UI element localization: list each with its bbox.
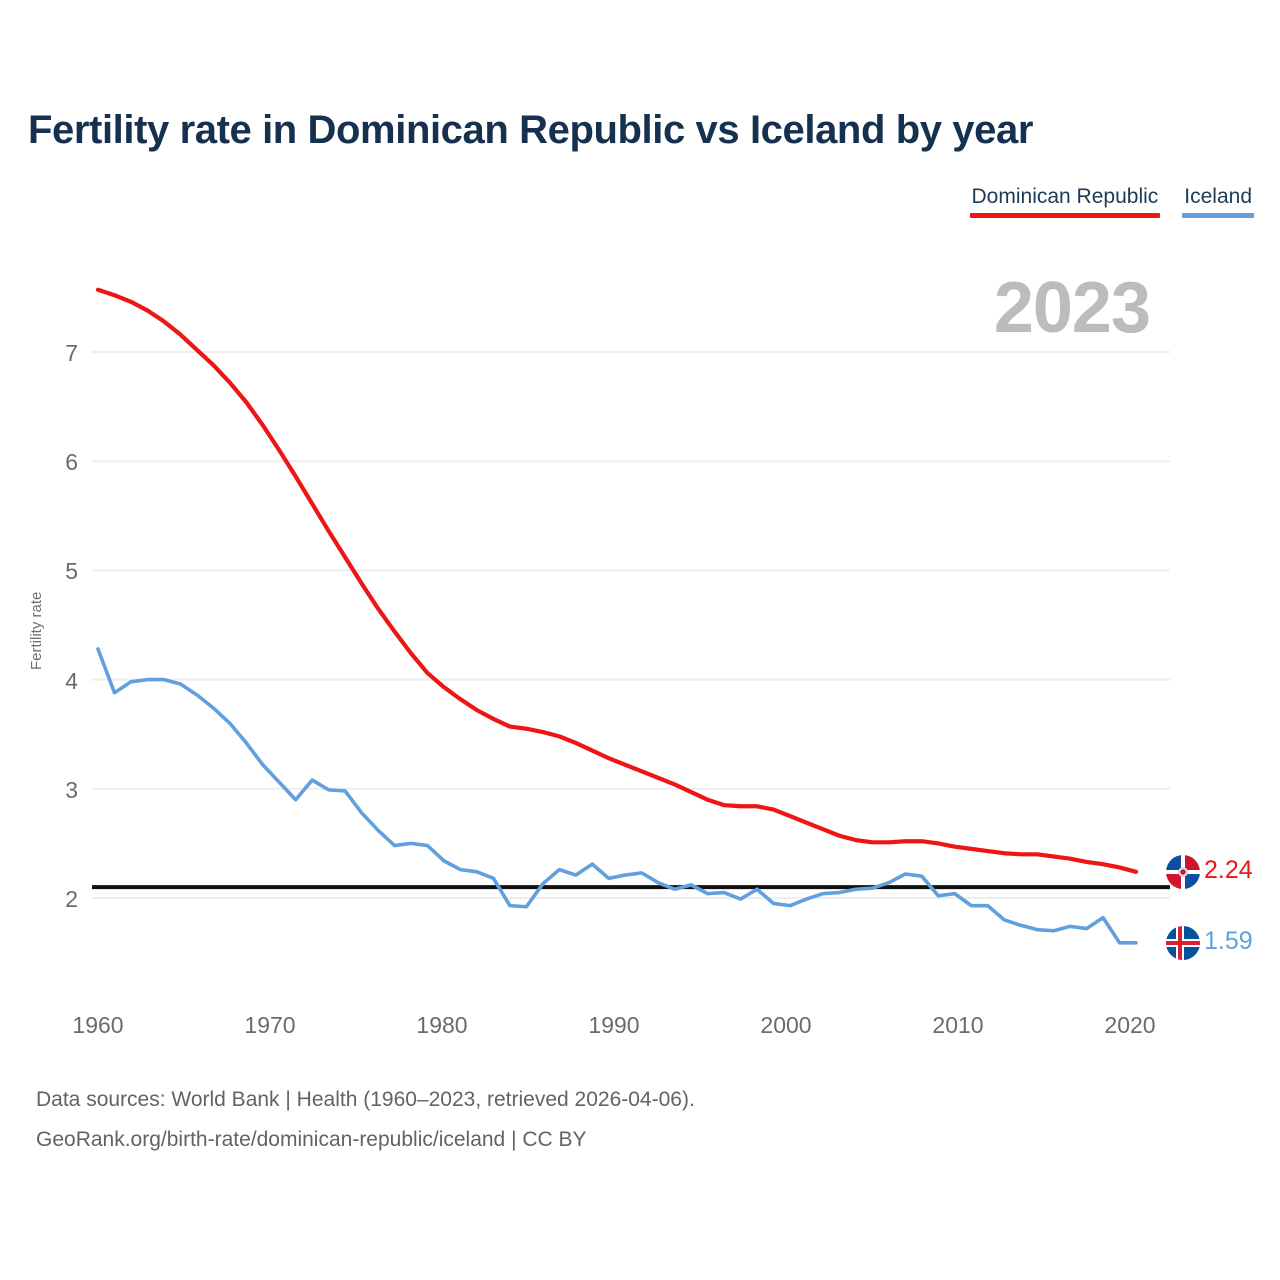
series-line-iceland	[96, 647, 1138, 945]
year-watermark: 2023	[993, 268, 1151, 348]
x-tick-2000: 2000	[760, 1012, 812, 1038]
y-tick-3: 3	[65, 777, 78, 803]
x-tick-1990: 1990	[588, 1012, 640, 1038]
legend-item-dominican-republic[interactable]: Dominican Republic	[969, 185, 1161, 218]
legend-label-iceland: Iceland	[1184, 185, 1252, 208]
y-tick-6: 6	[65, 449, 78, 475]
legend-swatch-dominican-republic	[969, 213, 1161, 218]
page-title: Fertility rate in Dominican Republic vs …	[28, 108, 1033, 152]
end-value-dominican-republic: 2.24	[1204, 855, 1253, 884]
footer-data-sources: Data sources: World Bank | Health (1960–…	[36, 1088, 695, 1111]
end-value-iceland: 1.59	[1204, 926, 1253, 955]
x-tick-2020: 2020	[1104, 1012, 1156, 1038]
legend-swatch-iceland	[1182, 213, 1254, 218]
legend-label-dominican-republic: Dominican Republic	[971, 185, 1159, 208]
y-tick-5: 5	[65, 558, 78, 584]
y-tick-2: 2	[65, 886, 78, 912]
x-tick-2010: 2010	[932, 1012, 984, 1038]
y-tick-4: 4	[65, 668, 78, 694]
chart-legend: Dominican Republic Iceland	[969, 185, 1254, 218]
x-tick-1980: 1980	[416, 1012, 468, 1038]
grid-lines	[92, 351, 1170, 899]
dominican-republic-flag-icon	[1166, 854, 1200, 889]
footer-attribution: GeoRank.org/birth-rate/dominican-republi…	[36, 1128, 587, 1151]
x-tick-1960: 1960	[72, 1012, 124, 1038]
y-axis-title-text: Fertility rate	[28, 591, 45, 670]
y-axis-title: Fertility rate	[14, 360, 45, 670]
iceland-flag-icon	[1166, 925, 1200, 960]
y-tick-7: 7	[65, 340, 78, 366]
series-line-dominican-republic	[95, 287, 1139, 874]
x-tick-1970: 1970	[244, 1012, 296, 1038]
legend-item-iceland[interactable]: Iceland	[1182, 185, 1254, 218]
